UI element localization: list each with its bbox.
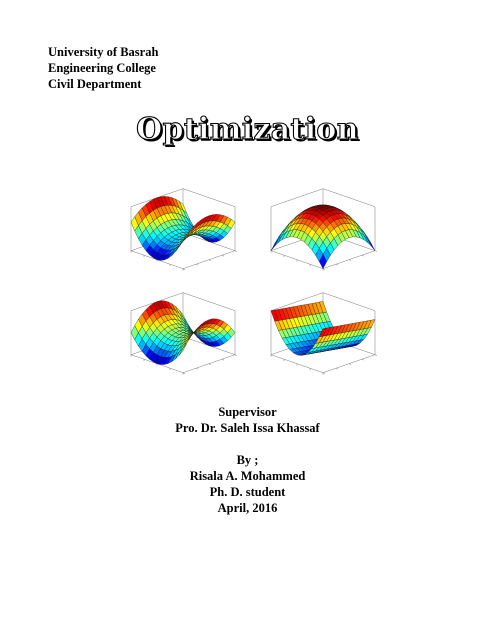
supervisor-label: Supervisor (218, 405, 277, 419)
document-title: Optimization (136, 111, 359, 147)
document-date: April, 2016 (217, 501, 278, 515)
by-label: By ; (236, 453, 259, 467)
institution-block: University of Basrah Engineering College… (48, 44, 158, 92)
surface-plots (130, 188, 378, 375)
college-name: Engineering College (48, 61, 156, 75)
author-name: Risala A. Mohammed (189, 469, 306, 483)
saddle-bowl-surface (130, 188, 238, 271)
dome-surface (270, 188, 378, 271)
department-name: Civil Department (48, 77, 142, 91)
supervisor-name: Pro. Dr. Saleh Issa Khassaf (175, 421, 320, 435)
trough-surface (270, 292, 378, 375)
author-degree: Ph. D. student (209, 485, 286, 499)
university-name: University of Basrah (48, 45, 159, 59)
saddle-surface (130, 292, 238, 375)
surface-plots-figure (110, 180, 390, 392)
credits-block: Supervisor Pro. Dr. Saleh Issa Khassaf B… (0, 404, 495, 516)
